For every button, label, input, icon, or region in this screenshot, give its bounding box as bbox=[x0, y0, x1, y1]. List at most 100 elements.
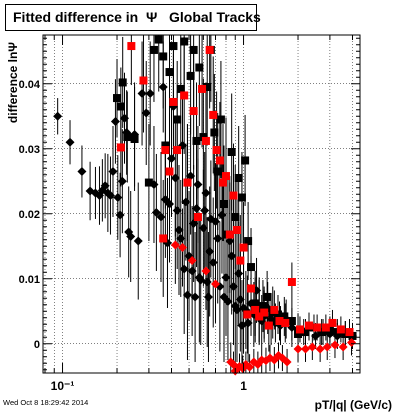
square-marker bbox=[221, 172, 230, 181]
square-marker bbox=[232, 226, 241, 234]
diamond-marker bbox=[210, 217, 220, 227]
diamond-marker bbox=[186, 171, 196, 181]
y-tick-label: 0.03 bbox=[19, 144, 40, 156]
square-marker bbox=[227, 148, 236, 156]
square-marker bbox=[328, 318, 337, 327]
square-marker bbox=[255, 312, 264, 321]
diamond-marker bbox=[193, 180, 203, 189]
square-marker bbox=[180, 91, 189, 100]
square-marker bbox=[280, 312, 289, 321]
diamond-marker bbox=[196, 275, 206, 285]
diamond-marker bbox=[234, 269, 244, 279]
square-marker bbox=[130, 135, 139, 143]
square-marker bbox=[213, 167, 222, 176]
square-marker bbox=[247, 263, 256, 272]
square-marker bbox=[161, 141, 170, 150]
x-tick-label: 1 bbox=[240, 379, 247, 393]
square-marker bbox=[325, 325, 334, 334]
diamond-marker bbox=[187, 256, 197, 266]
x-axis-label: pT/|q| (GeV/c) bbox=[315, 398, 392, 412]
square-marker bbox=[193, 213, 202, 221]
diamond-marker bbox=[201, 266, 211, 276]
square-marker bbox=[144, 178, 153, 187]
diamond-marker bbox=[165, 199, 175, 209]
square-marker bbox=[189, 107, 198, 116]
diamond-marker bbox=[156, 212, 166, 222]
diamond-marker bbox=[315, 344, 325, 354]
square-marker bbox=[251, 299, 260, 308]
chart-title: Fitted difference in Ψ Global Tracks bbox=[5, 4, 261, 31]
datestamp: Wed Oct 8 18:29:42 2014 bbox=[3, 398, 89, 407]
diamond-marker bbox=[205, 246, 215, 256]
diamond-marker bbox=[182, 290, 192, 300]
diamond-marker bbox=[179, 264, 189, 274]
square-marker bbox=[305, 321, 314, 330]
square-marker bbox=[192, 136, 201, 145]
diamond-marker bbox=[322, 342, 332, 352]
square-marker bbox=[231, 213, 240, 221]
square-marker bbox=[216, 115, 225, 124]
diamond-marker bbox=[228, 282, 238, 292]
diamond-marker bbox=[187, 266, 197, 276]
diamond-marker bbox=[151, 207, 161, 217]
square-marker bbox=[127, 42, 136, 51]
diamond-marker bbox=[158, 82, 168, 92]
diamond-marker bbox=[177, 243, 187, 253]
square-marker bbox=[201, 136, 210, 145]
diamond-marker bbox=[115, 210, 125, 220]
plot-frame bbox=[42, 34, 361, 374]
diamond-marker bbox=[126, 232, 136, 241]
square-marker bbox=[116, 102, 125, 111]
square-marker bbox=[247, 284, 256, 293]
square-marker bbox=[281, 318, 290, 327]
diamond-marker bbox=[170, 173, 180, 183]
square-marker bbox=[237, 193, 246, 202]
square-marker bbox=[113, 94, 122, 103]
diamond-marker bbox=[53, 111, 63, 121]
square-marker bbox=[176, 84, 185, 93]
diamond-marker bbox=[200, 206, 210, 215]
square-marker bbox=[244, 237, 253, 246]
diamond-marker bbox=[227, 251, 237, 261]
square-marker bbox=[123, 133, 132, 142]
square-marker bbox=[258, 302, 267, 311]
square-marker bbox=[149, 45, 158, 54]
square-marker bbox=[287, 317, 296, 325]
diamond-marker bbox=[167, 154, 177, 163]
square-marker bbox=[189, 45, 198, 54]
y-tick-label: 0.04 bbox=[19, 79, 41, 91]
diamond-marker bbox=[117, 176, 127, 186]
diamond-marker bbox=[282, 357, 292, 367]
square-marker bbox=[180, 37, 189, 46]
square-marker bbox=[225, 230, 234, 239]
diamond-marker bbox=[330, 340, 340, 350]
diamond-marker bbox=[221, 272, 231, 282]
square-marker bbox=[169, 97, 178, 106]
diamond-marker bbox=[208, 258, 218, 267]
square-marker bbox=[159, 234, 168, 243]
square-marker bbox=[165, 167, 174, 176]
diamond-marker bbox=[213, 233, 223, 243]
square-marker bbox=[209, 110, 218, 119]
diamond-marker bbox=[105, 191, 115, 201]
diamond-marker bbox=[174, 225, 184, 235]
square-marker bbox=[294, 330, 303, 338]
square-marker bbox=[273, 310, 282, 319]
square-marker bbox=[301, 328, 310, 337]
square-marker bbox=[313, 323, 322, 332]
diamond-marker bbox=[347, 337, 357, 347]
square-marker bbox=[173, 115, 182, 124]
square-marker bbox=[270, 305, 279, 314]
y-tick-label: 0 bbox=[34, 339, 40, 351]
diamond-marker bbox=[192, 204, 202, 214]
square-marker bbox=[234, 174, 243, 182]
diamond-marker bbox=[198, 223, 208, 233]
square-marker bbox=[229, 191, 238, 200]
data-markers bbox=[53, 35, 358, 376]
square-marker bbox=[210, 128, 219, 137]
square-marker bbox=[295, 325, 304, 334]
diamond-marker bbox=[181, 197, 191, 207]
diamond-marker bbox=[108, 167, 118, 176]
square-marker bbox=[116, 143, 125, 152]
